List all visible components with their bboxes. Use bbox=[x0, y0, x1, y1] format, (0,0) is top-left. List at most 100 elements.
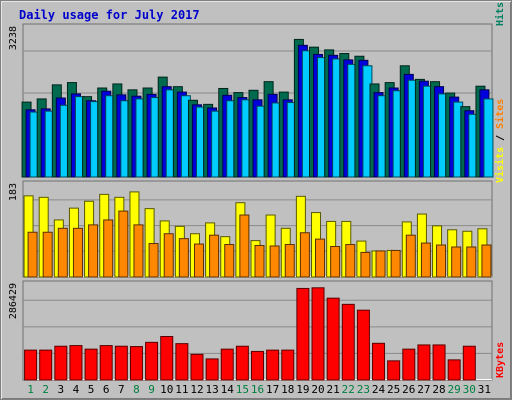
max-label-sites: 183 bbox=[8, 183, 19, 201]
bar-kbytes-day-2 bbox=[39, 349, 53, 381]
bar-kbytes-day-30 bbox=[462, 345, 476, 381]
day-label-12: 12 bbox=[190, 383, 203, 396]
legend-item: Hits bbox=[494, 2, 506, 26]
bar-kbytes-day-24 bbox=[372, 342, 386, 381]
bar-sites-day-8 bbox=[133, 224, 144, 278]
day-label-4: 4 bbox=[73, 383, 80, 396]
bar-kbytes-day-6 bbox=[99, 345, 113, 381]
bar-sites-day-23 bbox=[360, 251, 371, 278]
bar-sites-day-28 bbox=[436, 244, 447, 278]
bar-kbytes-day-11 bbox=[175, 343, 189, 381]
bar-sites-day-24 bbox=[375, 250, 386, 278]
day-label-7: 7 bbox=[118, 383, 125, 396]
day-label-31: 31 bbox=[478, 383, 491, 396]
bar-sites-day-31 bbox=[481, 244, 492, 278]
day-label-20: 20 bbox=[311, 383, 324, 396]
bar-kbytes-day-15 bbox=[235, 345, 249, 381]
bar-sites-day-27 bbox=[420, 242, 431, 278]
bar-sites-day-12 bbox=[193, 243, 204, 278]
bar-sites-day-18 bbox=[284, 244, 295, 278]
bar-kbytes-day-25 bbox=[387, 360, 401, 381]
day-label-18: 18 bbox=[281, 383, 294, 396]
bar-sites-day-20 bbox=[315, 238, 326, 278]
bar-sites-day-10 bbox=[163, 233, 174, 278]
legend-item: KBytes bbox=[495, 342, 506, 378]
bar-sites-day-6 bbox=[103, 219, 114, 278]
bar-sites-day-29 bbox=[451, 246, 462, 278]
bar-kbytes-day-28 bbox=[432, 344, 446, 381]
day-label-13: 13 bbox=[205, 383, 218, 396]
day-label-29: 29 bbox=[448, 383, 461, 396]
day-label-26: 26 bbox=[402, 383, 415, 396]
legend-separator: / bbox=[495, 0, 506, 2]
bar-kbytes-day-1 bbox=[24, 349, 38, 381]
bar-kbytes-day-22 bbox=[341, 303, 355, 381]
legend-kbytes: KBytes bbox=[495, 342, 506, 378]
day-label-22: 22 bbox=[342, 383, 355, 396]
bar-kbytes-day-5 bbox=[84, 348, 98, 381]
day-label-25: 25 bbox=[387, 383, 400, 396]
bar-sites-day-3 bbox=[57, 227, 68, 278]
bar-sites-day-30 bbox=[466, 246, 477, 278]
bar-kbytes-day-17 bbox=[266, 349, 280, 381]
day-label-30: 30 bbox=[463, 383, 476, 396]
max-label-hits: 3238 bbox=[8, 26, 19, 50]
day-label-24: 24 bbox=[372, 383, 386, 396]
bar-kbytes-day-29 bbox=[447, 359, 461, 381]
bar-kbytes-day-21 bbox=[326, 297, 340, 381]
bar-sites-day-7 bbox=[118, 210, 129, 278]
bar-kbytes-day-20 bbox=[311, 287, 325, 381]
day-label-27: 27 bbox=[417, 383, 430, 396]
legend-item: Visits bbox=[494, 147, 506, 183]
day-label-14: 14 bbox=[221, 383, 235, 396]
bar-kbytes-day-7 bbox=[114, 345, 128, 381]
bar-pages-day-31 bbox=[483, 98, 494, 178]
day-label-11: 11 bbox=[175, 383, 188, 396]
day-label-8: 8 bbox=[133, 383, 140, 396]
bar-sites-day-11 bbox=[178, 238, 189, 278]
bar-kbytes-day-9 bbox=[145, 341, 159, 381]
bar-sites-day-26 bbox=[405, 234, 416, 278]
bar-kbytes-day-27 bbox=[417, 344, 431, 381]
chart-title: Daily usage for July 2017 bbox=[19, 8, 200, 22]
day-label-19: 19 bbox=[296, 383, 309, 396]
day-label-15: 15 bbox=[236, 383, 249, 396]
bar-sites-day-19 bbox=[299, 232, 310, 278]
bar-sites-day-21 bbox=[330, 246, 341, 278]
bar-sites-day-15 bbox=[239, 214, 250, 278]
day-label-2: 2 bbox=[42, 383, 49, 396]
bar-kbytes-day-8 bbox=[129, 346, 143, 381]
bar-sites-day-1 bbox=[27, 231, 38, 278]
day-label-3: 3 bbox=[58, 383, 65, 396]
legend-sites: Visits / Sites bbox=[494, 99, 506, 183]
day-label-17: 17 bbox=[266, 383, 279, 396]
day-label-28: 28 bbox=[432, 383, 445, 396]
bar-sites-day-5 bbox=[88, 224, 99, 278]
bar-kbytes-day-4 bbox=[69, 345, 83, 381]
bar-kbytes-day-12 bbox=[190, 353, 204, 381]
day-label-16: 16 bbox=[251, 383, 264, 396]
bar-kbytes-day-13 bbox=[205, 358, 219, 381]
bar-kbytes-day-19 bbox=[296, 287, 310, 381]
day-label-21: 21 bbox=[327, 383, 340, 396]
bar-kbytes-day-18 bbox=[281, 349, 295, 381]
bar-sites-day-16 bbox=[254, 245, 265, 278]
bar-sites-day-14 bbox=[224, 244, 235, 278]
day-label-9: 9 bbox=[148, 383, 155, 396]
bar-kbytes-day-26 bbox=[402, 348, 416, 381]
bar-kbytes-day-23 bbox=[356, 309, 370, 381]
bar-kbytes-day-10 bbox=[160, 335, 174, 381]
bar-sites-day-2 bbox=[42, 231, 53, 278]
max-label-kbytes: 286429 bbox=[8, 283, 19, 319]
bar-sites-day-25 bbox=[390, 249, 401, 278]
day-label-23: 23 bbox=[357, 383, 370, 396]
bar-sites-day-13 bbox=[209, 234, 220, 278]
bar-sites-day-17 bbox=[269, 245, 280, 278]
bar-sites-day-22 bbox=[345, 244, 356, 278]
day-label-6: 6 bbox=[103, 383, 110, 396]
day-label-5: 5 bbox=[88, 383, 95, 396]
bar-sites-day-9 bbox=[148, 243, 159, 278]
bar-kbytes-day-16 bbox=[251, 350, 264, 381]
legend-item: Sites bbox=[494, 99, 506, 129]
